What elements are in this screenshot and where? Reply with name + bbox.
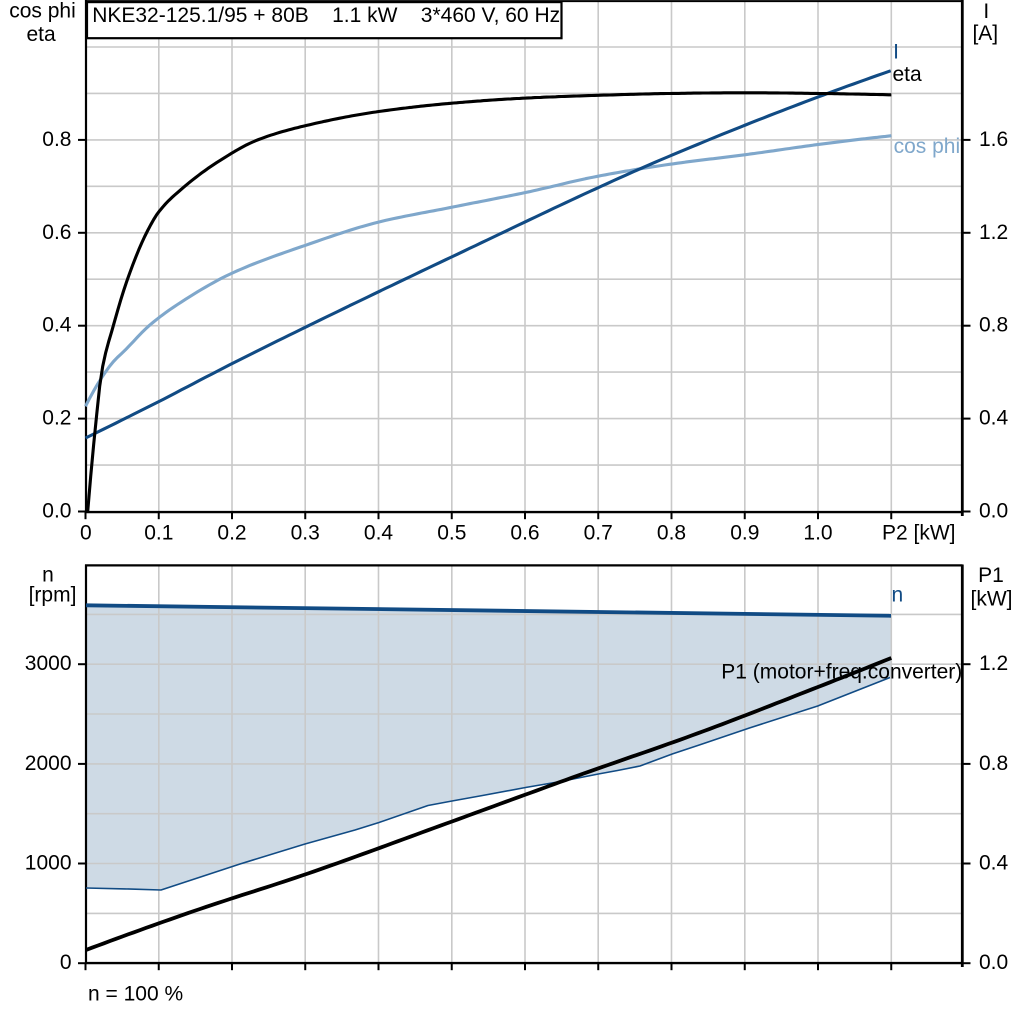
- svg-text:1.6: 1.6: [979, 128, 1008, 151]
- svg-text:P1 (motor+freq.converter): P1 (motor+freq.converter): [721, 661, 962, 684]
- svg-text:0.4: 0.4: [42, 314, 72, 337]
- svg-text:n: n: [42, 563, 54, 586]
- svg-text:0.5: 0.5: [437, 522, 466, 545]
- svg-text:[kW]: [kW]: [971, 588, 1013, 611]
- svg-text:0.8: 0.8: [979, 314, 1008, 337]
- svg-text:n = 100 %: n = 100 %: [88, 983, 183, 1006]
- svg-text:0.4: 0.4: [364, 522, 394, 545]
- svg-text:3000: 3000: [25, 652, 72, 675]
- svg-text:0.8: 0.8: [979, 752, 1008, 775]
- svg-text:0.0: 0.0: [979, 500, 1008, 523]
- svg-text:0: 0: [60, 951, 72, 974]
- svg-text:0.4: 0.4: [979, 407, 1009, 430]
- svg-text:0.6: 0.6: [510, 522, 539, 545]
- svg-text:0.0: 0.0: [42, 500, 71, 523]
- svg-text:n: n: [892, 584, 904, 607]
- svg-text:1.2: 1.2: [979, 221, 1008, 244]
- svg-text:[A]: [A]: [972, 22, 998, 45]
- svg-text:0: 0: [80, 522, 92, 545]
- svg-text:0.8: 0.8: [657, 522, 686, 545]
- svg-text:0.7: 0.7: [584, 522, 613, 545]
- svg-text:0.3: 0.3: [291, 522, 320, 545]
- svg-text:2000: 2000: [25, 752, 72, 775]
- svg-text:cos phi: cos phi: [9, 0, 76, 23]
- svg-text:0.0: 0.0: [979, 951, 1008, 974]
- svg-text:1.0: 1.0: [803, 522, 832, 545]
- svg-text:0.9: 0.9: [730, 522, 759, 545]
- svg-text:0.4: 0.4: [979, 852, 1009, 875]
- svg-text:P1: P1: [978, 564, 1004, 587]
- svg-text:P2 [kW]: P2 [kW]: [882, 522, 956, 545]
- svg-text:1000: 1000: [25, 852, 72, 875]
- svg-text:[rpm]: [rpm]: [29, 583, 77, 606]
- svg-text:0.8: 0.8: [42, 128, 71, 151]
- svg-text:cos phi: cos phi: [894, 135, 961, 158]
- svg-text:I: I: [983, 0, 989, 23]
- svg-text:I: I: [893, 41, 899, 64]
- svg-text:0.1: 0.1: [144, 522, 173, 545]
- svg-text:eta: eta: [26, 23, 56, 46]
- svg-text:0.6: 0.6: [42, 221, 71, 244]
- svg-text:eta: eta: [893, 63, 923, 86]
- svg-text:0.2: 0.2: [217, 522, 246, 545]
- svg-text:1.2: 1.2: [979, 652, 1008, 675]
- svg-text:NKE32-125.1/95 + 80B 1.1 kW: NKE32-125.1/95 + 80B 1.1 kW 3*460 V, 60 …: [92, 4, 560, 27]
- svg-text:0.2: 0.2: [42, 407, 71, 430]
